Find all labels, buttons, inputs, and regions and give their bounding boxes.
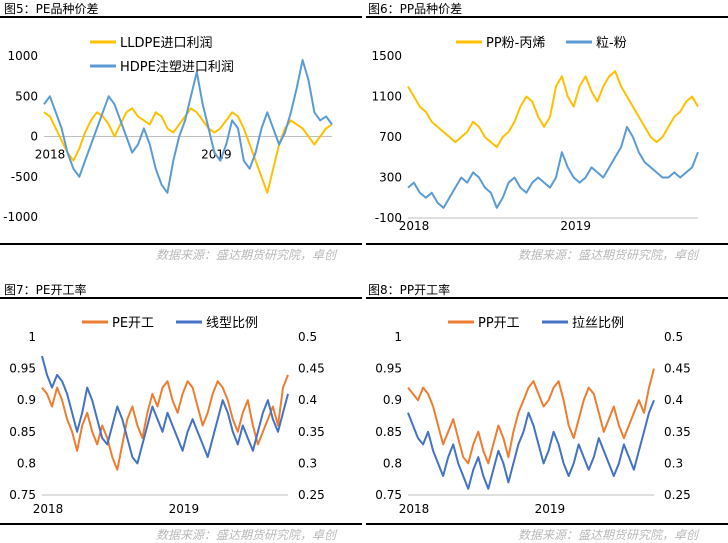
fig8-ytick-label: 0.75 [375,488,402,502]
fig6-series-0 [407,70,699,149]
fig8-source: 数据来源：盛达期货研究院，卓创 [518,528,699,542]
fig8-ytick-label: 0.9 [383,393,402,407]
fig6-xtick-label: 2019 [560,219,591,233]
fig5-ytick-label: 0 [30,130,38,144]
fig5-series-1 [43,59,333,194]
fig8-top-rule [366,297,728,299]
fig8-title: 图8：PP开工率 [368,283,451,297]
fig8-series-0 [407,368,655,465]
fig8-legend-label: PP开工 [478,316,520,331]
fig8-ytick-label: 0.8 [383,456,402,470]
fig8-bottom-rule [366,523,728,525]
fig6-series-1 [407,125,699,209]
fig8-ytick-label: 0.85 [375,425,402,439]
fig7-series-0 [41,374,289,471]
fig7-title: 图7：PE开工率 [4,283,87,297]
fig7-chart: 0.75 0.8 0.85 0.9 0.95 1 0.25 0.3 0.35 0.4 0.45 0.5… [9,316,325,516]
fig5-top-rule [0,16,362,18]
fig6-title: 图6：PP品种价差 [368,2,463,16]
fig8-xtick-label: 2019 [535,502,566,516]
fig7-ytick-label: 0.8 [17,456,36,470]
fig6-xtick-label: 2018 [399,219,430,233]
fig8-xtick-label: 2018 [399,502,430,516]
fig7-bottom-rule [0,523,362,525]
fig8-y2tick-label: 0.4 [664,393,683,407]
fig5-ytick-label: 500 [15,89,38,103]
fig6-ytick-label: 1500 [371,49,402,63]
fig7-ytick-label: 0.85 [9,425,36,439]
fig7-ytick-label: 0.75 [9,488,36,502]
fig6-chart: -100 300 700 1100 1500 2018 2019 PP粉-丙烯 粒-粉 [371,36,699,233]
fig8-y2tick-label: 0.25 [664,488,691,502]
fig8-y2tick-label: 0.45 [664,362,691,376]
fig5-ytick-label: 1000 [7,49,38,63]
fig8-y2tick-label: 0.5 [664,330,683,344]
fig5-legend-label: HDPE注塑进口利润 [120,60,234,75]
fig7-y2tick-label: 0.4 [298,393,317,407]
fig7-xtick-label: 2018 [33,502,64,516]
fig7-legend-label: 线型比例 [206,316,258,331]
fig6-ytick-label: 300 [379,171,402,185]
fig8-ytick-label: 0.95 [375,362,402,376]
fig5-ytick-label: -1000 [3,210,38,224]
fig7-y2tick-label: 0.45 [298,362,325,376]
fig8-y2tick-label: 0.3 [664,456,683,470]
fig6-legend-label: PP粉-丙烯 [486,36,545,51]
fig5-legend-label: LLDPE进口利润 [120,36,213,51]
fig7-ytick-label: 0.9 [17,393,36,407]
fig8-chart: 0.75 0.8 0.85 0.9 0.95 1 0.25 0.3 0.35 0.4 0.45 0.5… [375,316,691,516]
fig7-top-rule [0,297,362,299]
fig7-y2tick-label: 0.35 [298,425,325,439]
fig5-bottom-rule [0,243,362,245]
fig6-top-rule [366,16,728,18]
fig5-title: 图5：PE品种价差 [4,2,99,16]
fig8-y2tick-label: 0.35 [664,425,691,439]
fig7-y2tick-label: 0.5 [298,330,317,344]
fig6-bottom-rule [366,243,728,245]
fig7-ytick-label: 0.95 [9,362,36,376]
fig6-ytick-label: -100 [375,211,402,225]
fig7-y2tick-label: 0.25 [298,488,325,502]
fig6-ytick-label: 1100 [371,90,402,104]
fig5-ytick-label: -500 [11,170,38,184]
fig6-legend-label: 粒-粉 [596,36,627,51]
fig7-xtick-label: 2019 [169,502,200,516]
fig7-legend-label: PE开工 [112,316,154,331]
fig6-source: 数据来源：盛达期货研究院，卓创 [518,248,699,262]
fig6-ytick-label: 700 [379,130,402,144]
fig5-source: 数据来源：盛达期货研究院，卓创 [156,248,337,262]
fig7-source: 数据来源：盛达期货研究院，卓创 [156,528,337,542]
fig5-xtick-label: 2018 [35,148,66,162]
fig8-legend-label: 拉丝比例 [572,316,624,331]
fig7-y2tick-label: 0.3 [298,456,317,470]
fig7-ytick-label: 1 [28,330,36,344]
fig8-series-1 [407,399,655,490]
fig7-series-1 [41,355,289,465]
fig8-ytick-label: 1 [394,330,402,344]
